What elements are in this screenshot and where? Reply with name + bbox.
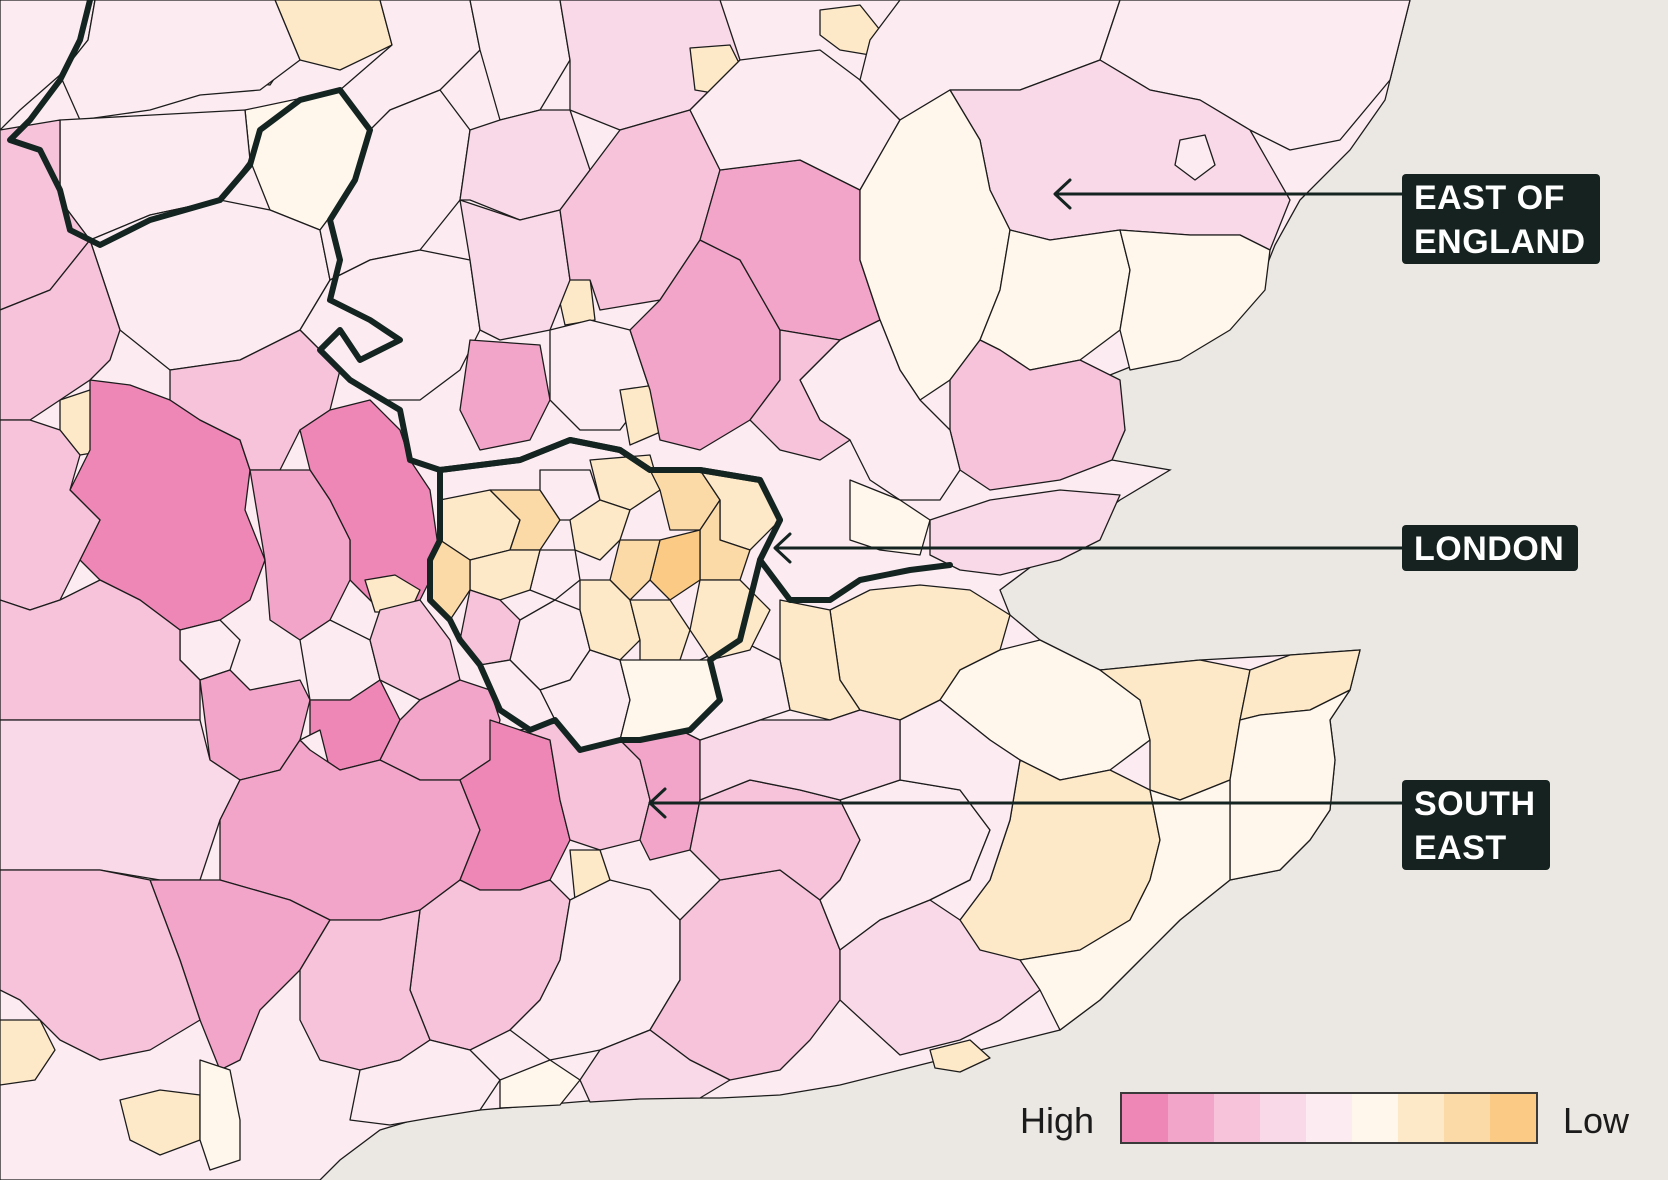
district-region (589, 454, 661, 511)
district-region (899, 699, 1021, 921)
districts-layer (0, 0, 1411, 1171)
district-region (579, 579, 641, 661)
south-east-label: SOUTH EAST (1402, 780, 1550, 870)
legend-swatch (1122, 1094, 1168, 1142)
london-label: LONDON (1402, 525, 1579, 571)
legend-swatch (1352, 1094, 1398, 1142)
district-region (0, 719, 241, 881)
legend-high-label: High (1020, 1100, 1095, 1141)
legend-swatch (1398, 1094, 1444, 1142)
london-boundary (427, 437, 783, 753)
legend-swatch (1306, 1094, 1352, 1142)
district-region (699, 709, 901, 801)
legend-swatch (1214, 1094, 1260, 1142)
district-region (499, 1059, 581, 1109)
legend-swatch (1444, 1094, 1490, 1142)
district-region (199, 1059, 241, 1171)
district-region (1174, 134, 1216, 181)
district-region (579, 1029, 731, 1103)
district-region (749, 329, 851, 461)
district-region (249, 469, 351, 641)
region-boundaries (7, 0, 953, 753)
east-of-england-arrow-icon (1053, 178, 1072, 210)
district-region (459, 339, 551, 451)
legend-swatch (1168, 1094, 1214, 1142)
district-region (1119, 229, 1271, 371)
district-region (929, 1039, 991, 1073)
legend-swatch (1260, 1094, 1306, 1142)
district-region (929, 489, 1121, 576)
district-region (349, 1039, 501, 1126)
district-region (0, 1019, 56, 1086)
district-region (0, 869, 201, 1061)
district-region (849, 479, 931, 556)
legend-low-label: Low (1563, 1100, 1630, 1141)
callout-leaders (648, 178, 1402, 819)
district-region (169, 329, 341, 471)
district-region (1019, 779, 1231, 1031)
london-arrow-icon (773, 532, 792, 564)
district-region (609, 539, 661, 601)
east-of-england-label: EAST OF ENGLAND (1402, 174, 1600, 264)
district-region (1229, 689, 1351, 881)
south-east-arrow-icon (648, 787, 667, 819)
legend-color-scale (1120, 1092, 1538, 1144)
legend-swatch (1490, 1094, 1536, 1142)
